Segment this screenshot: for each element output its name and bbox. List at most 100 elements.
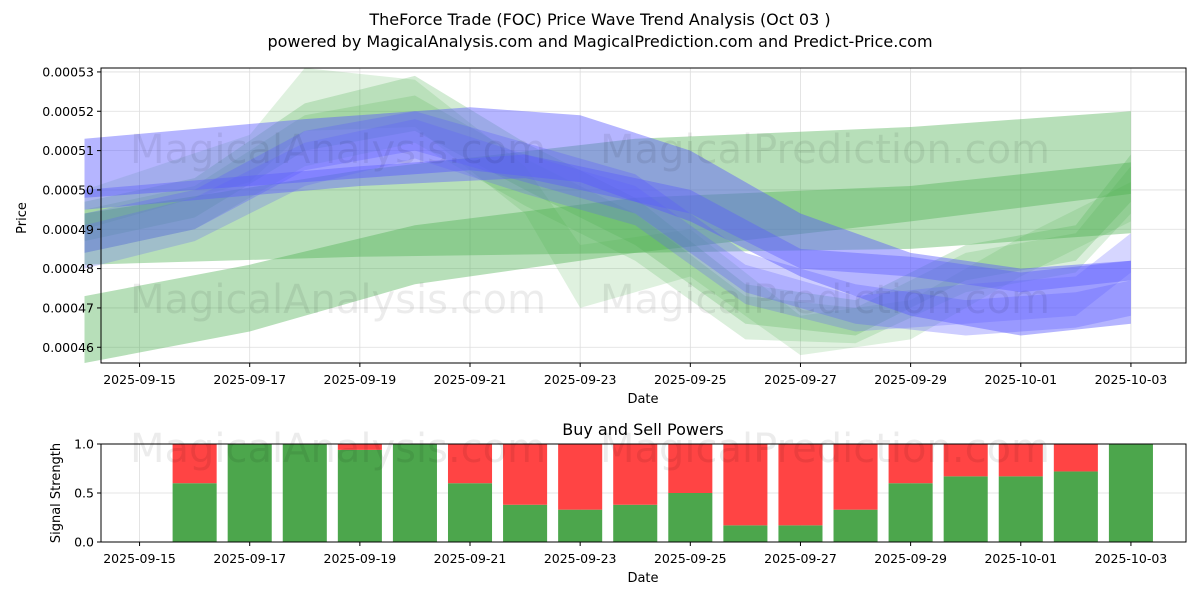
signal-x-axis: 2025-09-15 2025-09-17 2025-09-19 2025-09-21… bbox=[103, 542, 1167, 566]
x-tick-label: 2025-09-29 bbox=[874, 372, 947, 387]
band-blue-wide bbox=[84, 107, 1131, 336]
sell-bar bbox=[558, 444, 603, 510]
price-panel: MagicalAnalysis.com MagicalPrediction.co… bbox=[15, 64, 1187, 407]
y-tick-label: 0.00049 bbox=[42, 222, 94, 237]
sell-bar bbox=[888, 444, 933, 484]
watermark: MagicalAnalysis.com bbox=[130, 127, 546, 173]
signal-title: Buy and Sell Powers bbox=[562, 420, 724, 439]
x-tick-label: 2025-09-17 bbox=[213, 372, 286, 387]
watermark: MagicalAnalysis.com bbox=[130, 426, 546, 472]
signal-x-label: Date bbox=[627, 571, 658, 586]
sell-bar bbox=[778, 444, 823, 526]
sell-bar bbox=[447, 444, 493, 484]
y-tick-label: 0.00052 bbox=[42, 104, 94, 119]
x-tick-label: 2025-09-21 bbox=[434, 551, 507, 566]
sell-bar bbox=[943, 444, 988, 477]
signal-y-label: Signal Strength bbox=[49, 443, 64, 543]
watermark: MagicalPrediction.com bbox=[600, 127, 1050, 173]
buy-bar bbox=[392, 444, 437, 542]
buy-bar bbox=[833, 509, 878, 542]
sell-bar bbox=[1053, 444, 1098, 472]
chart-subtitle: powered by MagicalAnalysis.com and Magic… bbox=[267, 32, 933, 51]
buy-bar bbox=[668, 493, 713, 542]
band-green-wide-upper bbox=[84, 111, 1131, 265]
y-tick-label: 0.00050 bbox=[42, 182, 94, 197]
sell-bar bbox=[172, 444, 217, 484]
y-tick-label: 0.00048 bbox=[42, 261, 94, 276]
x-tick-label: 2025-09-17 bbox=[213, 551, 286, 566]
price-x-label: Date bbox=[627, 392, 658, 407]
x-tick-label: 2025-09-21 bbox=[434, 372, 507, 387]
buy-bar bbox=[558, 509, 603, 542]
x-tick-label: 2025-09-15 bbox=[103, 372, 176, 387]
band-green-wave-a bbox=[84, 75, 1131, 336]
signal-watermarks: MagicalAnalysis.com MagicalPrediction.co… bbox=[130, 426, 1050, 472]
buy-bar bbox=[613, 504, 658, 542]
signal-panel: Buy and Sell Powers MagicalAnalysis.com … bbox=[49, 420, 1187, 586]
x-tick-label: 2025-10-01 bbox=[984, 372, 1057, 387]
price-y-axis: 0.00046 0.00047 0.00048 0.00049 0.00050 0.000… bbox=[42, 64, 101, 355]
chart-title: TheForce Trade (FOC) Price Wave Trend An… bbox=[369, 10, 831, 29]
band-blue-wave-a bbox=[84, 111, 1131, 336]
buy-bar bbox=[172, 483, 217, 542]
y-tick-label: 0.00046 bbox=[42, 340, 94, 355]
buy-bar bbox=[447, 483, 493, 542]
signal-bars bbox=[172, 444, 1153, 542]
buy-bar bbox=[337, 449, 382, 542]
sell-bar bbox=[723, 444, 768, 526]
price-bands bbox=[84, 68, 1131, 363]
band-green-wave-b bbox=[84, 95, 1131, 344]
x-tick-label: 2025-10-03 bbox=[1095, 372, 1168, 387]
y-tick-label: 0.00051 bbox=[42, 143, 94, 158]
buy-bar bbox=[943, 476, 988, 542]
buy-bar bbox=[503, 504, 548, 542]
watermark: MagicalPrediction.com bbox=[600, 426, 1050, 472]
buy-bar bbox=[282, 444, 327, 542]
y-tick-label: 1.0 bbox=[74, 437, 94, 452]
watermark: MagicalAnalysis.com bbox=[130, 277, 546, 323]
x-tick-label: 2025-09-25 bbox=[654, 372, 727, 387]
signal-y-axis: 0.0 0.5 1.0 bbox=[74, 437, 101, 550]
x-tick-label: 2025-10-01 bbox=[984, 551, 1057, 566]
buy-bar bbox=[998, 476, 1043, 542]
x-tick-label: 2025-09-23 bbox=[544, 372, 617, 387]
buy-bar bbox=[778, 525, 823, 542]
buy-bar bbox=[888, 483, 933, 542]
price-y-label: Price bbox=[15, 202, 30, 234]
y-tick-label: 0.5 bbox=[74, 486, 94, 501]
buy-bar bbox=[723, 525, 768, 542]
band-blue-wave-b bbox=[84, 119, 1131, 332]
price-frame bbox=[100, 67, 1187, 364]
x-tick-label: 2025-09-27 bbox=[764, 372, 837, 387]
x-tick-label: 2025-09-23 bbox=[544, 551, 617, 566]
price-x-axis: 2025-09-15 2025-09-17 2025-09-19 2025-09-21… bbox=[103, 363, 1167, 387]
x-tick-label: 2025-09-19 bbox=[324, 372, 397, 387]
price-plot-area bbox=[101, 68, 1186, 363]
x-tick-label: 2025-09-19 bbox=[324, 551, 397, 566]
y-tick-label: 0.0 bbox=[74, 535, 94, 550]
watermark: MagicalPrediction.com bbox=[600, 277, 1050, 323]
sell-bar bbox=[668, 444, 713, 493]
price-watermarks: MagicalAnalysis.com MagicalPrediction.co… bbox=[130, 127, 1050, 323]
band-blue-narrow bbox=[84, 154, 1131, 293]
sell-bar bbox=[503, 444, 548, 505]
buy-bar bbox=[227, 444, 272, 542]
buy-bar bbox=[1108, 444, 1153, 542]
sell-bar bbox=[833, 444, 878, 510]
sell-bar bbox=[337, 444, 382, 450]
price-grid bbox=[101, 68, 1186, 363]
y-tick-label: 0.00047 bbox=[42, 300, 94, 315]
x-tick-label: 2025-10-03 bbox=[1095, 551, 1168, 566]
x-tick-label: 2025-09-15 bbox=[103, 551, 176, 566]
band-green-wave-c bbox=[84, 68, 1131, 356]
buy-bar bbox=[1053, 471, 1098, 542]
x-tick-label: 2025-09-29 bbox=[874, 551, 947, 566]
x-tick-label: 2025-09-25 bbox=[654, 551, 727, 566]
x-tick-label: 2025-09-27 bbox=[764, 551, 837, 566]
sell-bar bbox=[998, 444, 1043, 477]
sell-bar bbox=[613, 444, 658, 505]
band-green-wide-lower bbox=[84, 162, 1131, 363]
y-tick-label: 0.00053 bbox=[42, 64, 94, 79]
